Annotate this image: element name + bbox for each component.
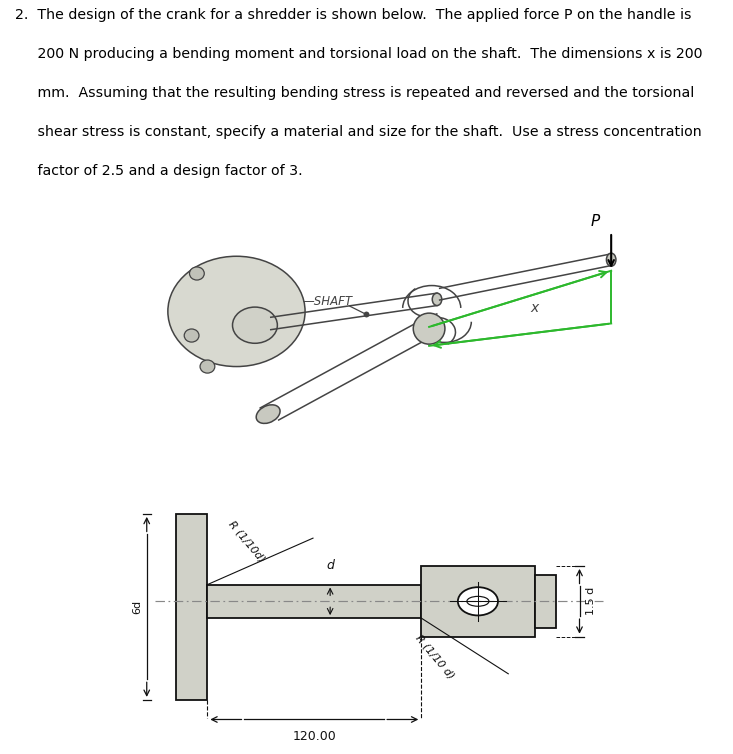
Text: R (1/10d): R (1/10d) — [227, 520, 267, 565]
Text: 2.  The design of the crank for a shredder is shown below.  The applied force P : 2. The design of the crank for a shredde… — [15, 8, 691, 22]
Ellipse shape — [257, 405, 280, 424]
Ellipse shape — [232, 307, 277, 343]
Ellipse shape — [606, 253, 616, 266]
Ellipse shape — [413, 313, 445, 344]
Bar — [421, 566, 534, 636]
Ellipse shape — [184, 329, 199, 342]
Text: 200 N producing a bending moment and torsional load on the shaft.  The dimension: 200 N producing a bending moment and tor… — [15, 47, 702, 61]
Ellipse shape — [200, 360, 215, 373]
Ellipse shape — [190, 267, 205, 280]
Text: mm.  Assuming that the resulting bending stress is repeated and reversed and the: mm. Assuming that the resulting bending … — [15, 86, 694, 100]
Text: 6d: 6d — [132, 600, 142, 614]
Bar — [207, 584, 421, 618]
Text: x: x — [531, 301, 539, 315]
Text: factor of 2.5 and a design factor of 3.: factor of 2.5 and a design factor of 3. — [15, 164, 302, 179]
Text: d: d — [326, 559, 334, 572]
Text: P: P — [591, 213, 600, 228]
Text: shear stress is constant, specify a material and size for the shaft.  Use a stre: shear stress is constant, specify a mate… — [15, 125, 701, 139]
Ellipse shape — [432, 293, 442, 305]
Text: —SHAFT: —SHAFT — [303, 296, 353, 308]
Bar — [534, 575, 556, 628]
Text: 120.00: 120.00 — [292, 730, 336, 743]
Text: 1.5 d: 1.5 d — [586, 587, 596, 615]
Bar — [176, 514, 207, 700]
Ellipse shape — [168, 256, 305, 366]
Text: R (1/10 d): R (1/10 d) — [413, 633, 456, 681]
Circle shape — [458, 587, 498, 615]
